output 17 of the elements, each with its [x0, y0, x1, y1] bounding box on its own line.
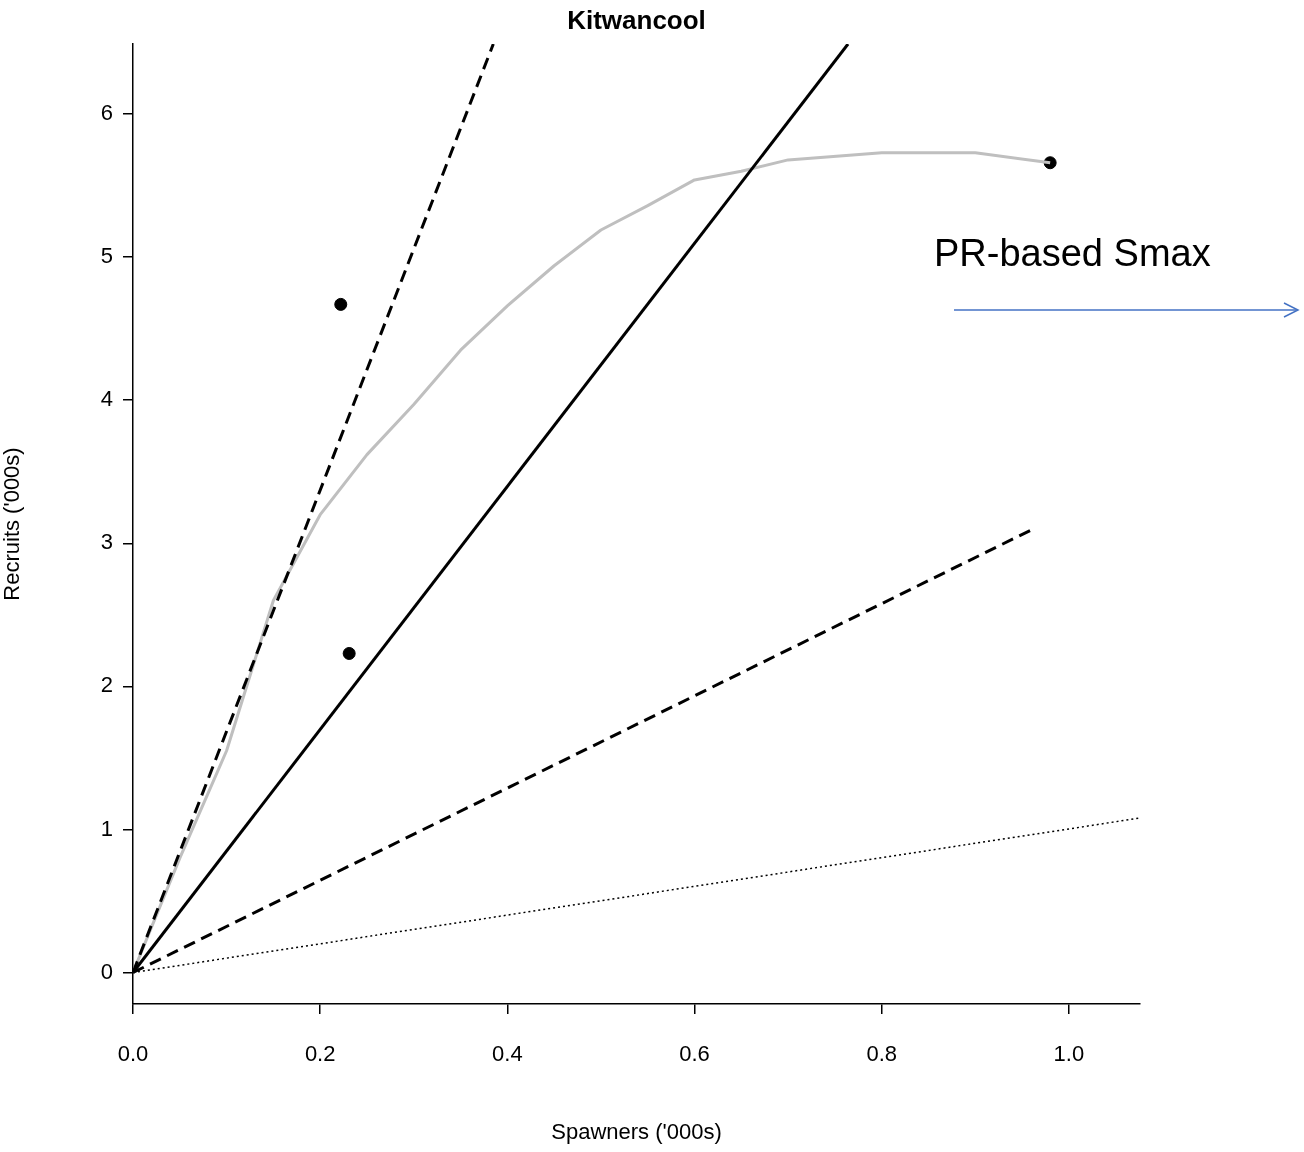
- y-axis-title: Recruits ('000s): [0, 447, 25, 601]
- x-tick-label: 0.4: [492, 1041, 523, 1067]
- x-tick-label: 0.8: [866, 1041, 897, 1067]
- x-tick-label: 1.0: [1053, 1041, 1085, 1067]
- y-tick-label: 5: [100, 243, 113, 269]
- y-tick-label: 3: [100, 529, 113, 555]
- chart-title: Kitwancool: [567, 5, 706, 36]
- y-tick-label: 0: [100, 958, 113, 984]
- annotation: PR-based Smax: [934, 232, 1211, 275]
- x-axis-title: Spawners ('000s): [551, 1118, 722, 1144]
- y-tick-label: 4: [100, 386, 113, 412]
- x-tick-label: 0.2: [304, 1041, 336, 1067]
- x-tick-label: 0.6: [679, 1041, 710, 1067]
- y-tick-label: 6: [100, 100, 113, 126]
- y-tick-label: 1: [100, 815, 113, 841]
- x-tick-label: 0.0: [117, 1041, 149, 1067]
- y-tick-label: 2: [100, 672, 113, 698]
